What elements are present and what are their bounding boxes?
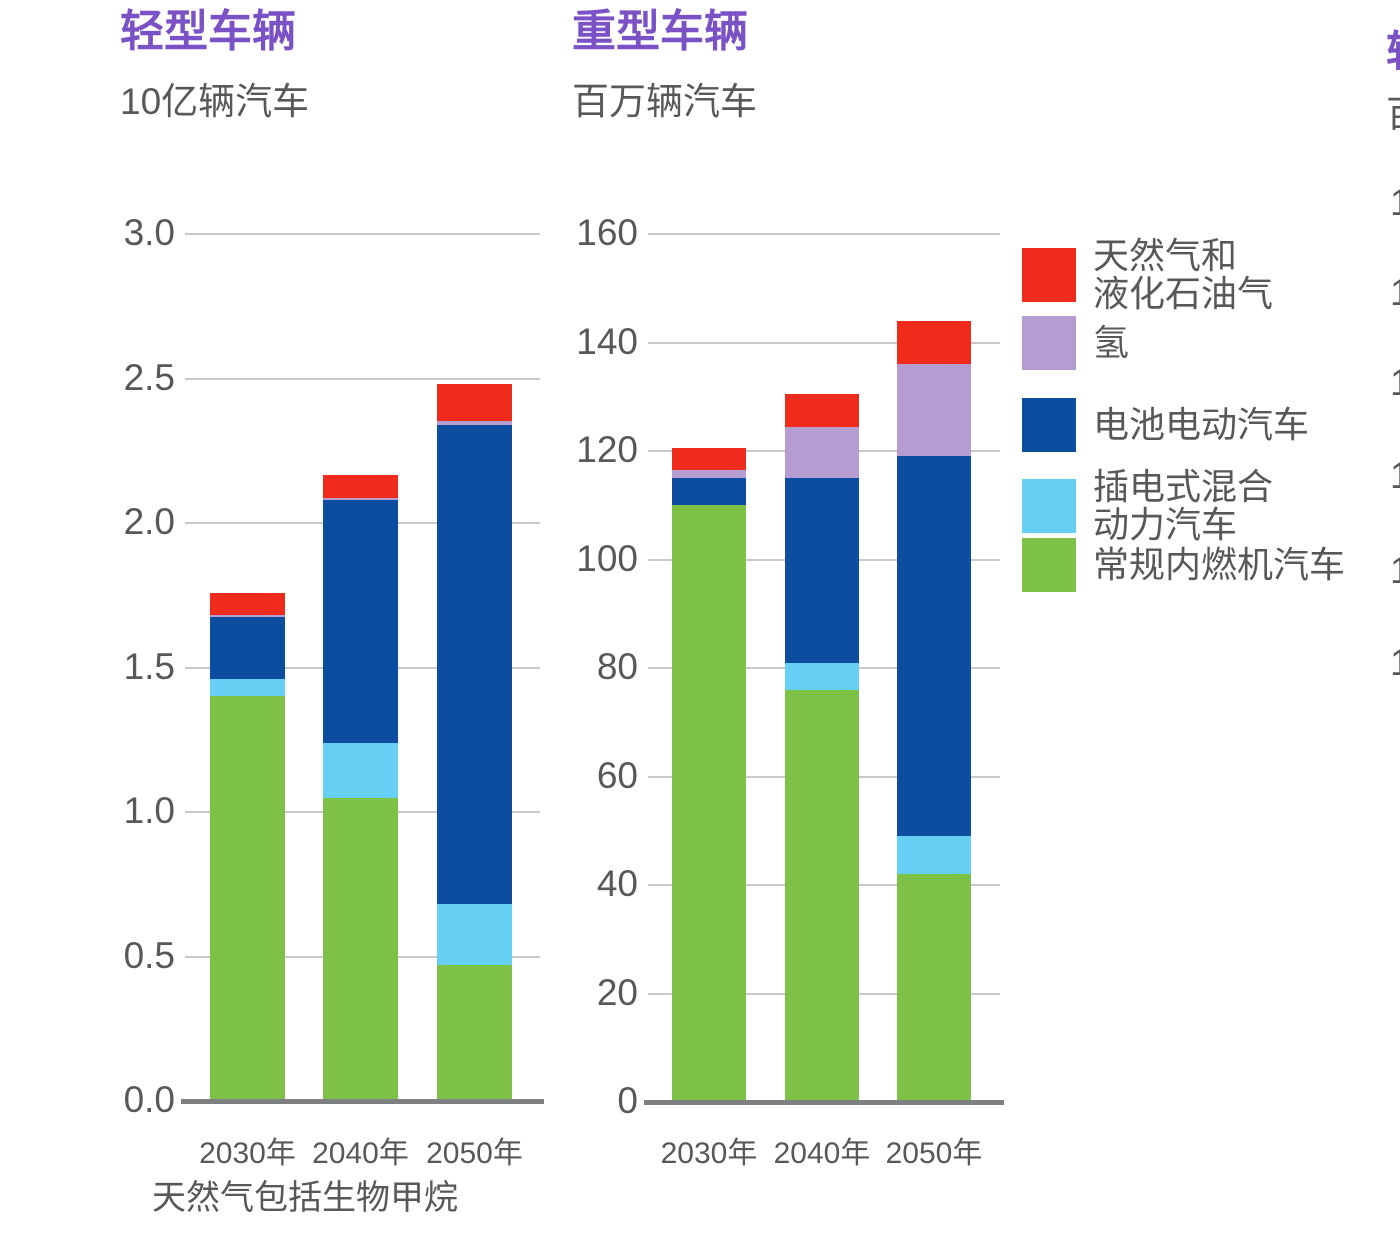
bar-segment-hydrogen-2050年 [437, 421, 512, 425]
cropped-chart-subtitle-fragment: 百 [1386, 84, 1400, 130]
bar-segment-hydrogen-2030年 [672, 469, 746, 479]
y-axis-tick-label: 80 [596, 646, 638, 688]
bar-segment-bev-2050年 [437, 424, 512, 905]
legend-swatch-bev [1022, 398, 1076, 452]
y-axis-tick-label: 0 [617, 1080, 638, 1122]
cropped-tick-fragment: 1 [1390, 642, 1400, 686]
legend-item-ng_lpg: 天然气和 液化石油气 [1022, 237, 1273, 313]
legend-label-hydrogen: 氢 [1093, 322, 1130, 363]
x-axis-baseline [644, 1100, 1004, 1105]
bar-segment-hydrogen-2050年 [897, 364, 971, 457]
bar-segment-bev-2030年 [210, 616, 285, 680]
bar-segment-phev-2050年 [897, 836, 971, 875]
gridline [648, 341, 1000, 344]
gridline [185, 377, 540, 380]
legend-item-ice: 常规内燃机汽车 [1022, 538, 1345, 592]
y-axis-tick-label: 120 [576, 429, 638, 471]
gridline [185, 233, 540, 235]
left-chart-subtitle: 10亿辆汽车 [120, 81, 310, 122]
y-axis-tick-label: 2.5 [123, 356, 175, 398]
bar-segment-ng_lpg-2050年 [437, 383, 512, 422]
bar-segment-bev-2050年 [897, 456, 971, 837]
cropped-tick-fragment: 1 [1390, 455, 1400, 499]
bar-segment-ng_lpg-2040年 [323, 474, 398, 498]
x-axis-label: 2040年 [312, 1137, 409, 1170]
bar-segment-ng_lpg-2030年 [672, 448, 746, 470]
y-axis-tick-label: 1.0 [123, 790, 175, 832]
bar-segment-ng_lpg-2030年 [210, 593, 285, 615]
y-axis-tick-label: 40 [596, 863, 638, 905]
x-axis-label: 2030年 [660, 1137, 758, 1170]
y-axis-tick-label: 0.5 [123, 934, 175, 976]
right-chart-title: 重型车辆 [572, 7, 748, 56]
x-axis-label: 2030年 [199, 1137, 296, 1170]
bar-segment-hydrogen-2040年 [785, 426, 859, 479]
legend-swatch-hydrogen [1022, 316, 1076, 370]
bar-segment-bev-2030年 [672, 478, 746, 506]
cropped-tick-fragment: 1 [1390, 182, 1400, 226]
bar-segment-bev-2040年 [785, 478, 859, 663]
x-axis-label: 2050年 [426, 1137, 523, 1170]
y-axis-tick-label: 2.0 [123, 501, 175, 543]
bar-segment-phev-2040年 [785, 662, 859, 690]
bar-segment-ice-2030年 [210, 696, 285, 1101]
legend-swatch-phev [1022, 479, 1076, 533]
x-axis-label: 2040年 [773, 1137, 871, 1170]
chart-footnote: 天然气包括生物甲烷 [152, 1179, 458, 1217]
bar-segment-ice-2030年 [672, 505, 746, 1102]
legend-label-ng_lpg: 天然气和 液化石油气 [1093, 235, 1274, 314]
legend-label-ice: 常规内燃机汽车 [1093, 544, 1346, 585]
legend-item-bev: 电池电动汽车 [1022, 398, 1309, 452]
y-axis-tick-label: 140 [576, 320, 638, 362]
legend-label-phev: 插电式混合 动力汽车 [1093, 466, 1274, 545]
bar-segment-ice-2040年 [323, 797, 398, 1101]
left-chart-title: 轻型车辆 [120, 7, 296, 56]
bar-segment-phev-2030年 [210, 679, 285, 697]
bar-segment-ice-2050年 [897, 874, 971, 1102]
bar-segment-phev-2040年 [323, 742, 398, 798]
y-axis-tick-label: 20 [596, 971, 638, 1013]
y-axis-tick-label: 60 [596, 754, 638, 796]
legend-item-hydrogen: 氢 [1022, 316, 1129, 370]
bar-segment-ng_lpg-2040年 [785, 394, 859, 427]
right-chart-subtitle: 百万辆汽车 [572, 81, 757, 122]
cropped-tick-fragment: 1 [1390, 550, 1400, 594]
legend-item-phev: 插电式混合 动力汽车 [1022, 468, 1273, 544]
y-axis-tick-label: 160 [576, 212, 638, 254]
gridline [648, 233, 1000, 235]
bar-segment-bev-2040年 [323, 499, 398, 743]
bar-segment-phev-2050年 [437, 904, 512, 966]
bar-segment-hydrogen-2030年 [210, 614, 285, 617]
bar-segment-hydrogen-2040年 [323, 497, 398, 500]
cropped-chart-title-fragment: 轻 [1386, 16, 1400, 70]
cropped-tick-fragment: 1 [1390, 272, 1400, 316]
y-axis-tick-label: 3.0 [123, 212, 175, 254]
cropped-tick-fragment: 1 [1390, 362, 1400, 406]
legend-swatch-ng_lpg [1022, 248, 1076, 302]
x-axis-baseline [181, 1099, 544, 1104]
y-axis-tick-label: 100 [576, 537, 638, 579]
y-axis-tick-label: 0.0 [123, 1079, 175, 1121]
bar-segment-ng_lpg-2050年 [897, 320, 971, 365]
x-axis-label: 2050年 [885, 1137, 983, 1170]
y-axis-tick-label: 1.5 [123, 645, 175, 687]
bar-segment-ice-2050年 [437, 965, 512, 1101]
legend-swatch-ice [1022, 538, 1076, 592]
legend-label-bev: 电池电动汽车 [1093, 404, 1310, 445]
bar-segment-ice-2040年 [785, 689, 859, 1102]
